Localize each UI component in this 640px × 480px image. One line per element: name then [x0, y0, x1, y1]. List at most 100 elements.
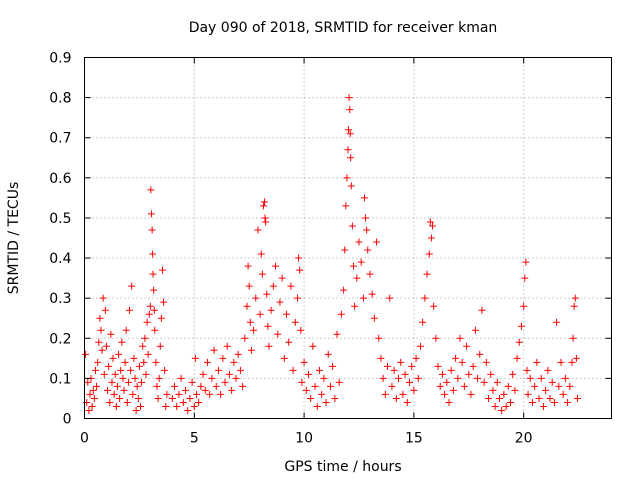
- data-point: [90, 394, 98, 402]
- data-point: [184, 406, 192, 414]
- data-point: [342, 202, 350, 210]
- data-point: [232, 374, 240, 382]
- data-point: [264, 322, 272, 330]
- data-point: [146, 302, 154, 310]
- data-point: [124, 378, 132, 386]
- data-point: [353, 274, 361, 282]
- data-point: [436, 382, 444, 390]
- data-point: [85, 406, 93, 414]
- data-point: [533, 358, 541, 366]
- data-point: [259, 202, 267, 210]
- data-point: [106, 398, 114, 406]
- data-point: [429, 222, 437, 230]
- data-point: [246, 318, 254, 326]
- data-point: [283, 310, 291, 318]
- data-point: [261, 198, 269, 206]
- axis-ticks: [84, 57, 612, 419]
- data-point: [151, 326, 159, 334]
- data-point: [152, 358, 160, 366]
- data-point: [349, 262, 357, 270]
- data-point: [426, 218, 434, 226]
- data-point: [162, 402, 170, 410]
- data-point: [390, 366, 398, 374]
- data-point: [432, 334, 440, 342]
- data-point: [154, 394, 162, 402]
- data-point: [542, 386, 550, 394]
- data-point: [568, 358, 576, 366]
- data-point: [267, 306, 275, 314]
- y-tick-label: 0.6: [49, 171, 71, 187]
- data-point: [96, 314, 104, 322]
- data-point: [373, 238, 381, 246]
- data-point: [329, 362, 337, 370]
- data-point: [522, 258, 530, 266]
- data-point: [557, 358, 565, 366]
- data-point: [427, 234, 435, 242]
- data-point: [531, 382, 539, 390]
- data-point: [142, 370, 150, 378]
- y-tick-labels: 0 0.1 0.2 0.3 0.4 0.5 0.6 0.7 0.8 0.9: [49, 51, 71, 428]
- x-axis-label: GPS time / hours: [284, 459, 401, 475]
- data-point: [340, 286, 348, 294]
- data-point: [119, 374, 127, 382]
- data-point: [147, 210, 155, 218]
- data-point: [309, 342, 317, 350]
- data-point: [326, 382, 334, 390]
- data-point: [348, 222, 356, 230]
- data-point: [97, 326, 105, 334]
- data-point: [454, 374, 462, 382]
- data-point: [360, 194, 368, 202]
- data-point: [410, 386, 418, 394]
- data-point: [263, 290, 271, 298]
- y-tick-label: 0.7: [49, 131, 71, 147]
- data-point: [555, 382, 563, 390]
- data-point: [347, 182, 355, 190]
- data-point: [544, 366, 552, 374]
- data-point: [355, 238, 363, 246]
- data-point: [88, 402, 96, 410]
- data-point: [230, 358, 238, 366]
- data-point: [476, 350, 484, 358]
- data-point: [150, 286, 158, 294]
- data-point: [320, 374, 328, 382]
- data-point: [452, 354, 460, 362]
- data-point: [363, 226, 371, 234]
- chart-title: Day 090 of 2018, SRMTID for receiver kma…: [189, 20, 498, 36]
- data-point: [212, 382, 220, 390]
- data-point: [141, 334, 149, 342]
- data-point: [228, 386, 236, 394]
- y-tick-label: 0.8: [49, 91, 71, 107]
- data-point: [144, 350, 152, 358]
- data-point: [344, 126, 352, 134]
- data-point: [491, 402, 499, 410]
- data-point: [463, 342, 471, 350]
- data-point: [298, 378, 306, 386]
- data-point: [179, 398, 187, 406]
- data-point: [258, 270, 266, 278]
- data-point: [313, 402, 321, 410]
- data-point: [379, 374, 387, 382]
- data-point: [331, 394, 339, 402]
- data-point: [335, 378, 343, 386]
- data-point: [206, 390, 214, 398]
- data-point: [318, 390, 326, 398]
- data-point: [247, 346, 255, 354]
- data-point: [126, 306, 134, 314]
- data-point: [441, 390, 449, 398]
- data-point: [502, 402, 510, 410]
- data-point: [104, 386, 112, 394]
- data-point: [118, 338, 126, 346]
- data-point: [366, 270, 374, 278]
- data-point: [149, 270, 157, 278]
- data-point: [177, 374, 185, 382]
- data-point: [564, 398, 572, 406]
- data-point: [445, 398, 453, 406]
- data-point: [456, 334, 464, 342]
- data-point: [467, 390, 475, 398]
- data-point: [89, 386, 97, 394]
- data-point: [145, 310, 153, 318]
- data-point: [346, 130, 354, 138]
- data-point: [149, 250, 157, 258]
- data-point: [265, 342, 273, 350]
- data-point: [254, 226, 262, 234]
